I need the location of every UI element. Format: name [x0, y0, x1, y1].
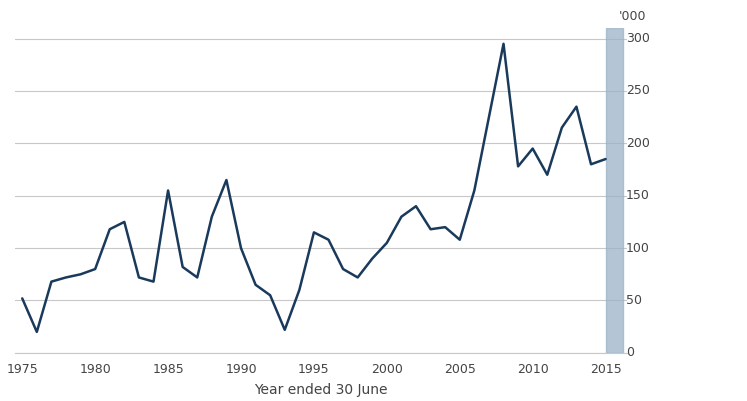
Text: 100: 100	[626, 242, 650, 255]
Text: 300: 300	[626, 32, 650, 45]
Text: 150: 150	[626, 189, 650, 202]
Text: 50: 50	[626, 294, 642, 307]
X-axis label: Year ended 30 June: Year ended 30 June	[255, 383, 388, 397]
Text: 250: 250	[626, 85, 650, 97]
Text: 200: 200	[626, 137, 650, 150]
Bar	[606, 28, 623, 353]
Text: '000: '000	[619, 10, 646, 23]
Text: 0: 0	[626, 346, 634, 359]
